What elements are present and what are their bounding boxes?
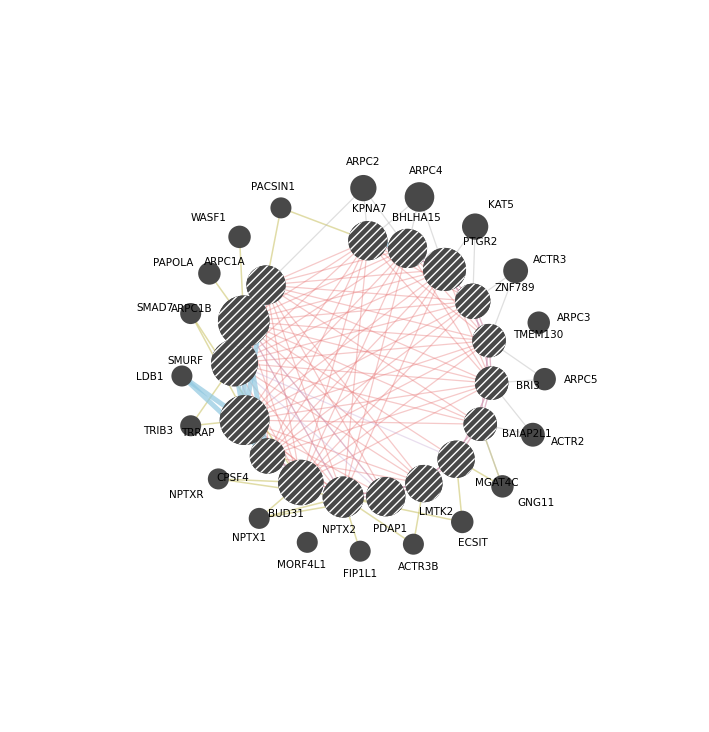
- Circle shape: [464, 408, 497, 441]
- Circle shape: [388, 229, 427, 268]
- Circle shape: [323, 477, 364, 518]
- Circle shape: [323, 477, 364, 518]
- Circle shape: [521, 423, 545, 447]
- Circle shape: [220, 395, 269, 445]
- Circle shape: [228, 225, 251, 248]
- Circle shape: [250, 438, 285, 474]
- Circle shape: [350, 541, 371, 561]
- Circle shape: [211, 340, 258, 386]
- Text: ACTR2: ACTR2: [551, 437, 586, 447]
- Circle shape: [423, 248, 466, 291]
- Circle shape: [462, 214, 489, 239]
- Text: NPTX2: NPTX2: [322, 525, 356, 535]
- Circle shape: [406, 465, 442, 502]
- Circle shape: [472, 324, 506, 357]
- Circle shape: [348, 221, 387, 261]
- Circle shape: [527, 311, 550, 334]
- Circle shape: [198, 262, 220, 285]
- Text: ECSIT: ECSIT: [457, 538, 487, 548]
- Circle shape: [366, 477, 406, 516]
- Circle shape: [297, 532, 318, 553]
- Text: GNG11: GNG11: [517, 498, 554, 509]
- Circle shape: [348, 221, 387, 261]
- Text: TRRAP: TRRAP: [182, 427, 215, 438]
- Text: TMEM130: TMEM130: [513, 330, 563, 340]
- Circle shape: [366, 477, 406, 516]
- Text: NPTX1: NPTX1: [232, 534, 266, 543]
- Circle shape: [211, 340, 258, 386]
- Text: PAPOLA: PAPOLA: [153, 258, 194, 269]
- Circle shape: [472, 324, 506, 357]
- Circle shape: [475, 367, 508, 400]
- Circle shape: [270, 198, 291, 218]
- Text: KAT5: KAT5: [488, 201, 514, 210]
- Text: MORF4L1: MORF4L1: [277, 559, 326, 569]
- Text: ZNF789: ZNF789: [494, 283, 535, 293]
- Text: BHLHA15: BHLHA15: [392, 213, 441, 223]
- Circle shape: [533, 368, 556, 390]
- Circle shape: [437, 441, 475, 478]
- Circle shape: [278, 460, 323, 505]
- Circle shape: [503, 258, 528, 283]
- Text: ACTR3: ACTR3: [532, 255, 566, 265]
- Text: BAIAP2L1: BAIAP2L1: [503, 430, 552, 439]
- Text: ARPC1B: ARPC1B: [171, 304, 213, 314]
- Text: TRIB3: TRIB3: [143, 426, 174, 436]
- Text: ARPC4: ARPC4: [409, 165, 444, 176]
- Text: PTGR2: PTGR2: [463, 236, 497, 247]
- Text: NPTXR: NPTXR: [169, 490, 204, 500]
- Text: PACSIN1: PACSIN1: [251, 182, 295, 192]
- Text: PDAP1: PDAP1: [374, 523, 408, 534]
- Circle shape: [247, 266, 286, 305]
- Text: SMAD7: SMAD7: [136, 303, 174, 313]
- Circle shape: [180, 303, 201, 324]
- Circle shape: [464, 408, 497, 441]
- Circle shape: [180, 415, 201, 436]
- Circle shape: [208, 468, 229, 490]
- Circle shape: [403, 534, 424, 555]
- Circle shape: [406, 465, 442, 502]
- Circle shape: [172, 365, 192, 386]
- Circle shape: [455, 283, 491, 319]
- Circle shape: [250, 438, 285, 474]
- Text: LDB1: LDB1: [136, 372, 164, 381]
- Circle shape: [451, 511, 474, 533]
- Text: ARPC3: ARPC3: [557, 313, 591, 323]
- Text: BRI3: BRI3: [516, 381, 540, 391]
- Circle shape: [437, 441, 475, 478]
- Circle shape: [218, 296, 269, 347]
- Text: LMTK2: LMTK2: [419, 507, 453, 517]
- Circle shape: [247, 266, 286, 305]
- Text: ARPC2: ARPC2: [346, 157, 381, 168]
- Circle shape: [405, 182, 435, 212]
- Circle shape: [220, 395, 269, 445]
- Circle shape: [278, 460, 323, 505]
- Circle shape: [249, 508, 269, 529]
- Text: CPSF4: CPSF4: [216, 473, 249, 483]
- Text: BUD31: BUD31: [268, 509, 304, 519]
- Circle shape: [350, 175, 376, 201]
- Text: FIP1L1: FIP1L1: [343, 569, 377, 579]
- Circle shape: [475, 367, 508, 400]
- Text: ARPC1A: ARPC1A: [203, 257, 245, 267]
- Text: KPNA7: KPNA7: [352, 203, 386, 214]
- Text: SMURF: SMURF: [167, 356, 203, 366]
- Circle shape: [491, 475, 514, 498]
- Circle shape: [388, 229, 427, 268]
- Text: ARPC5: ARPC5: [564, 376, 598, 385]
- Circle shape: [455, 283, 491, 319]
- Text: WASF1: WASF1: [191, 213, 227, 223]
- Circle shape: [423, 248, 466, 291]
- Circle shape: [218, 296, 269, 347]
- Text: ACTR3B: ACTR3B: [398, 561, 439, 572]
- Text: MGAT4C: MGAT4C: [475, 477, 519, 488]
